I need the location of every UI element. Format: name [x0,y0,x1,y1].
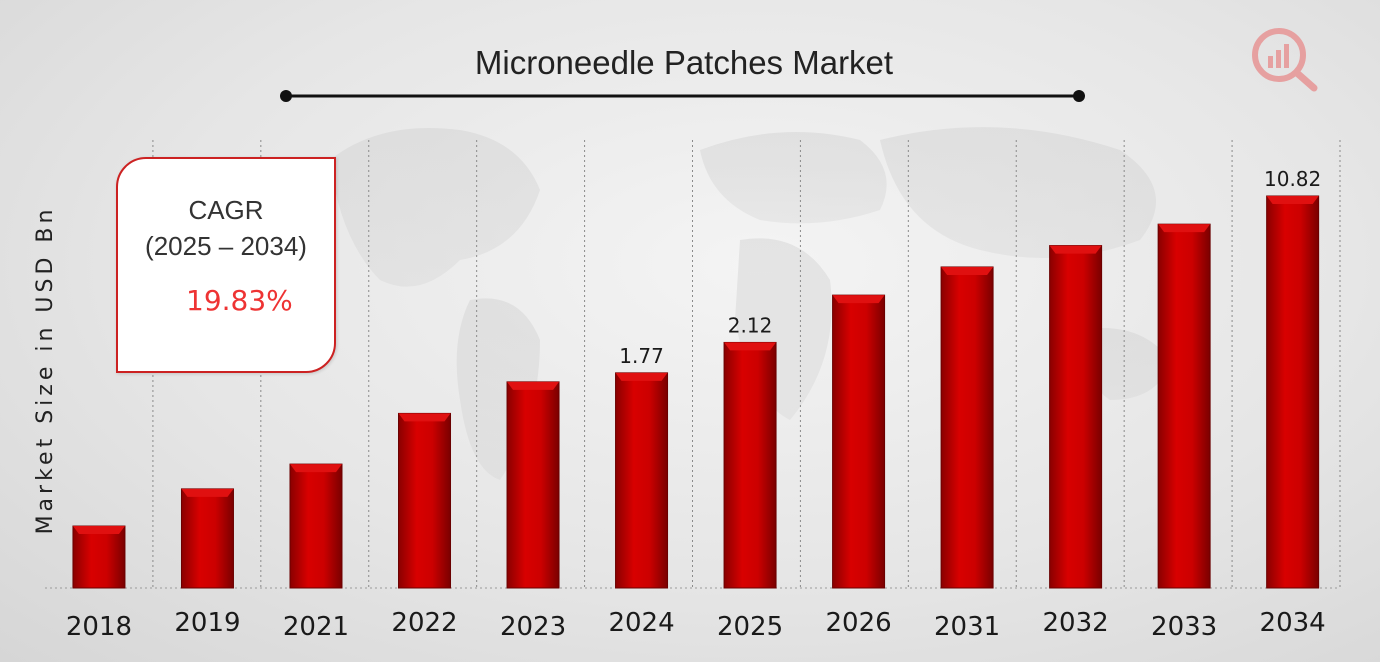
y-axis-label: Market Size in USD Bn [33,206,58,535]
bar-2019 [180,488,234,589]
title-underline-dot-left [280,90,292,102]
bar-chart-magnifier-icon [1252,28,1318,92]
bar-2025 [723,341,777,589]
x-tick-label: 2033 [1151,612,1217,642]
bar-top-2024 [615,372,668,381]
bar-2022 [398,412,452,589]
bar-2034 [1266,195,1320,589]
x-tick-label: 2032 [1043,608,1109,638]
bar-top-2026 [832,295,885,304]
cagr-value: 19.83% [186,284,293,317]
bar-top-2033 [1158,224,1211,233]
bar-2032 [1049,245,1103,589]
data-labels: 1.77 2.12 10.82 [619,167,1321,368]
x-tick-label: 2026 [825,608,891,638]
bar-2026 [832,294,886,589]
x-tick-label: 2021 [283,612,349,642]
bar-top-2031 [941,266,994,275]
bar-top-2019 [181,488,234,497]
cagr-callout: CAGR (2025 – 2034) 19.83% [116,157,336,373]
x-tick-label: 2031 [934,612,1000,642]
grid-lines [45,140,1341,589]
bar-top-2023 [507,381,560,390]
x-tick-label: 2034 [1260,608,1326,638]
x-tick-label: 2018 [66,612,132,642]
bars [72,195,1320,589]
bar-top-2021 [289,464,342,473]
x-tick-label: 2024 [608,608,674,638]
bar-top-2025 [724,342,777,351]
bar-2031 [940,266,994,589]
x-tick-label: 2022 [391,608,457,638]
bar-2018 [72,525,126,589]
cagr-period: (2025 – 2034) [145,231,307,261]
data-label-2024: 1.77 [619,344,664,368]
cagr-title: CAGR [188,195,264,225]
bar-top-2022 [398,413,451,422]
bar-top-2034 [1266,196,1319,204]
bar-2023 [506,381,560,589]
bar-2021 [289,463,343,589]
bar-2024 [615,372,669,589]
x-tick-label: 2025 [717,612,783,642]
title-underline-dot-right [1073,90,1085,102]
tick-labels: 2018 2019 2021 2022 2023 2024 2025 2026 2031 2032… [66,608,1326,642]
bar-top-2032 [1049,245,1102,254]
data-label-2025: 2.12 [728,313,773,337]
x-tick-label: 2019 [174,608,240,638]
chart-title: Microneedle Patches Market [475,44,893,81]
bar-2033 [1157,223,1211,589]
data-label-2034: 10.82 [1264,167,1321,191]
bar-top-2018 [72,526,125,535]
x-tick-label: 2023 [500,612,566,642]
